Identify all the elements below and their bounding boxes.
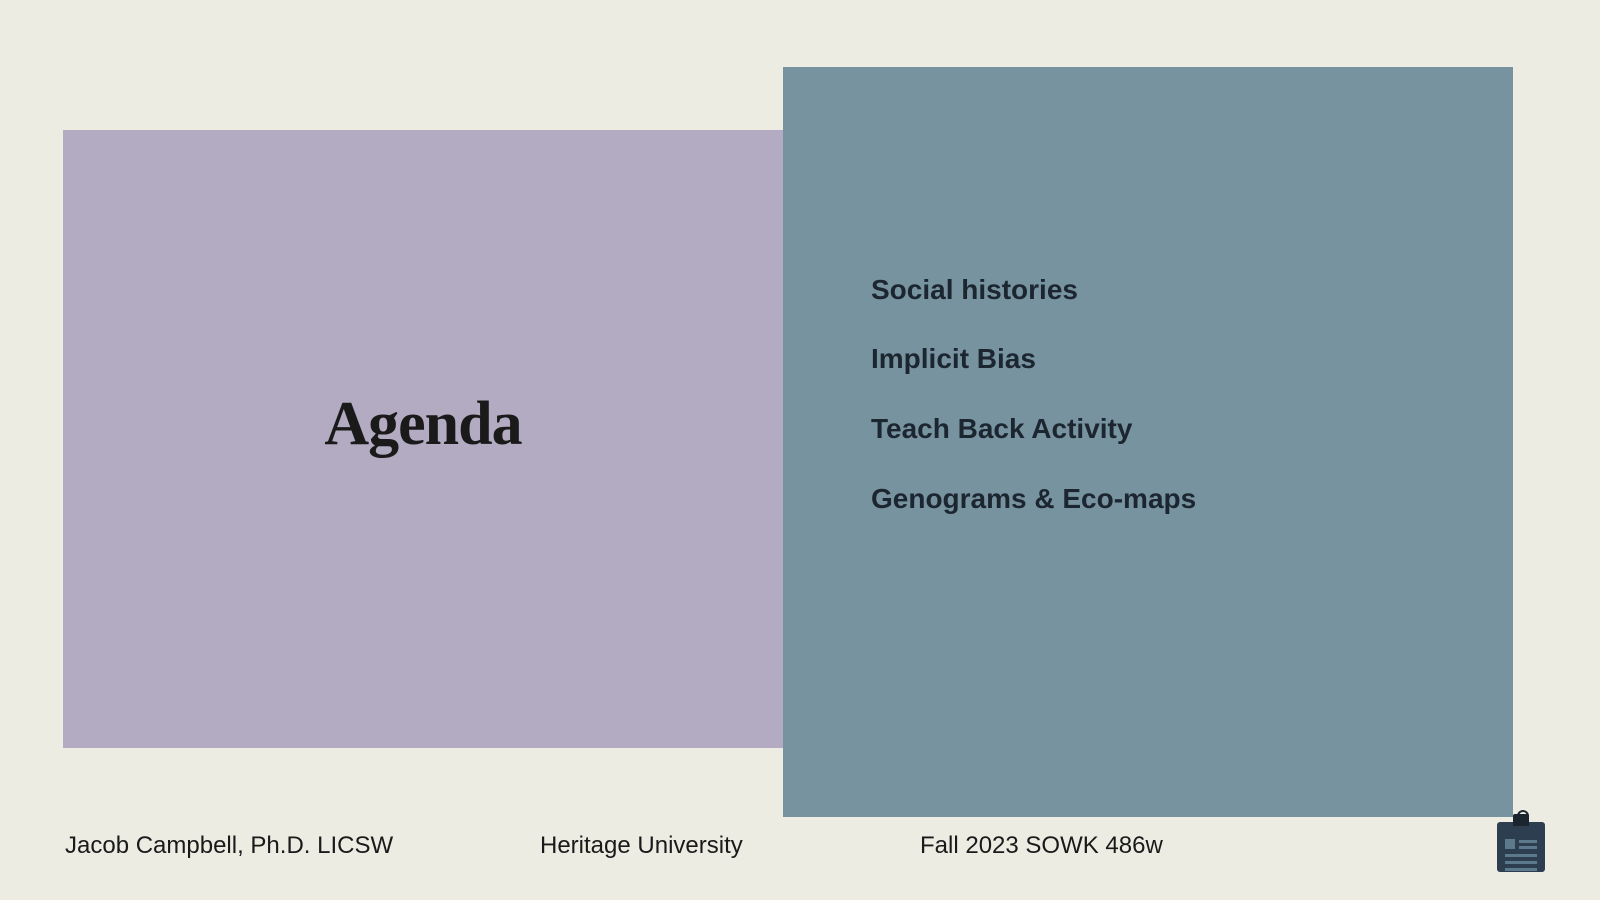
footer-course: Fall 2023 SOWK 486w <box>920 832 1163 860</box>
right-panel: Social histories Implicit Bias Teach Bac… <box>783 67 1513 817</box>
agenda-item: Social histories <box>871 273 1513 307</box>
footer: Jacob Campbell, Ph.D. LICSW Heritage Uni… <box>0 832 1600 860</box>
footer-institution: Heritage University <box>540 832 920 860</box>
slide-title: Agenda <box>324 389 521 460</box>
agenda-item: Teach Back Activity <box>871 412 1513 446</box>
clipboard-icon <box>1497 814 1545 872</box>
footer-author: Jacob Campbell, Ph.D. LICSW <box>65 832 540 860</box>
clipboard-body <box>1497 822 1545 872</box>
clipboard-clip <box>1513 814 1529 826</box>
left-panel: Agenda <box>63 130 783 748</box>
agenda-item: Implicit Bias <box>871 342 1513 376</box>
agenda-item: Genograms & Eco-maps <box>871 482 1513 516</box>
